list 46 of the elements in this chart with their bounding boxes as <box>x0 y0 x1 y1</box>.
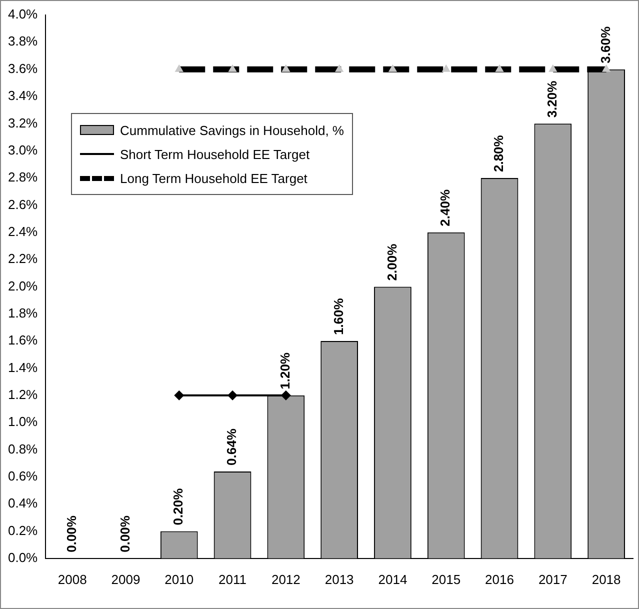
y-tick-label: 3.6% <box>8 60 38 76</box>
y-tick-label: 0.8% <box>8 441 38 456</box>
y-tick-label: 2.8% <box>8 170 38 185</box>
y-tick-label: 1.6% <box>8 332 38 348</box>
data-label: 2.40% <box>438 189 453 226</box>
y-tick-label: 2.0% <box>8 278 38 294</box>
data-label: 0.20% <box>170 488 186 526</box>
x-tick-label: 2010 <box>164 572 194 587</box>
y-tick-label: 2.2% <box>8 251 38 266</box>
data-label: 0.00% <box>64 515 79 552</box>
x-tick-label: 2009 <box>111 572 140 587</box>
y-tick-label: 3.4% <box>8 88 38 104</box>
x-tick-label: 2011 <box>218 572 247 587</box>
y-tick-label: 3.8% <box>8 34 38 49</box>
y-tick-label: 0.0% <box>8 550 38 565</box>
data-label: 3.20% <box>544 80 560 118</box>
y-tick-label: 0.4% <box>8 496 38 511</box>
data-label: 1.60% <box>330 298 346 336</box>
legend-label: Cummulative Savings in Household, % <box>120 122 344 138</box>
y-tick-label: 3.2% <box>8 115 38 130</box>
y-tick-label: 0.6% <box>8 468 38 484</box>
y-tick-label: 4.0% <box>8 6 38 22</box>
data-label: 2.00% <box>384 243 400 281</box>
legend-label: Long Term Household EE Target <box>120 170 308 186</box>
x-tick-label: 2012 <box>271 572 300 587</box>
legend-label: Short Term Household EE Target <box>120 146 310 162</box>
y-tick-label: 2.6% <box>8 196 38 212</box>
x-tick-label: 2016 <box>485 572 514 587</box>
x-tick-label: 2015 <box>432 572 461 587</box>
y-tick-label: 2.4% <box>8 224 38 239</box>
x-tick-label: 2014 <box>378 572 408 587</box>
x-tick-label: 2008 <box>58 572 87 587</box>
data-label: 0.00% <box>117 515 132 552</box>
y-tick-label: 1.4% <box>8 360 38 375</box>
y-tick-label: 1.0% <box>8 414 38 430</box>
data-label: 1.20% <box>277 352 292 390</box>
y-tick-label: 1.8% <box>8 305 38 320</box>
x-tick-label: 2013 <box>324 572 354 587</box>
x-tick-label: 2017 <box>538 572 568 587</box>
y-tick-label: 3.0% <box>8 142 38 158</box>
x-tick-label: 2018 <box>592 572 621 587</box>
data-label: 0.64% <box>224 428 240 466</box>
y-tick-label: 0.2% <box>8 522 38 538</box>
y-tick-label: 1.2% <box>8 386 38 402</box>
data-label: 2.80% <box>491 134 506 172</box>
data-label: 3.60% <box>598 26 613 64</box>
